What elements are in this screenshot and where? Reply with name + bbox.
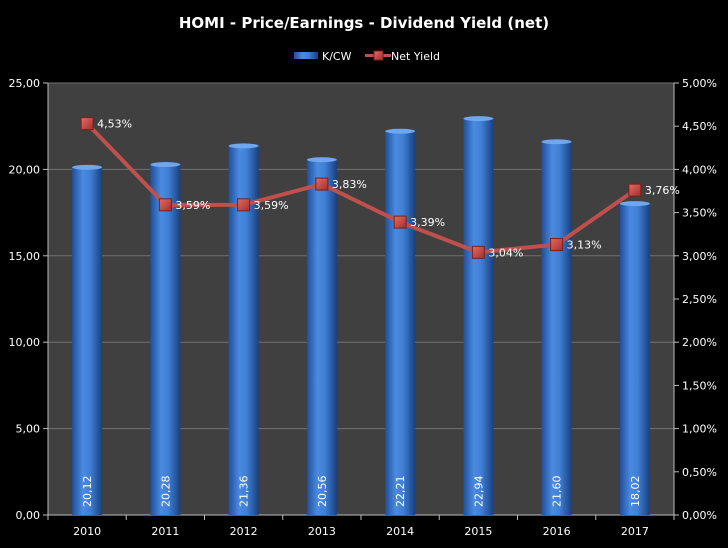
bar xyxy=(72,167,103,515)
right-tick-label: 1,00% xyxy=(682,423,717,436)
bar xyxy=(619,203,650,516)
line-marker xyxy=(315,177,329,191)
line-data-label: 4,53% xyxy=(97,118,132,131)
line-data-label: 3,04% xyxy=(488,246,523,259)
legend-swatch-marker xyxy=(373,50,384,61)
right-tick-label: 3,00% xyxy=(682,250,717,263)
line-marker xyxy=(393,215,407,229)
x-tick-label: 2014 xyxy=(386,525,414,538)
x-axis: 2010 2011 2012 2013 2014 2015 2016 2017 xyxy=(47,514,675,538)
line-data-label: 3,59% xyxy=(254,199,289,212)
legend-label-bar: K/CW xyxy=(322,50,352,63)
right-tick-label: 2,00% xyxy=(682,336,717,349)
right-tick-label: 4,00% xyxy=(682,163,717,176)
bar-top xyxy=(619,201,650,207)
left-tick-label: 5,00 xyxy=(16,423,41,436)
right-tick-label: 0,00% xyxy=(682,509,717,522)
line-data-label: 3,83% xyxy=(332,178,367,191)
bar-data-label: 18,02 xyxy=(629,476,642,508)
left-tick-label: 15,00 xyxy=(9,250,41,263)
line-marker xyxy=(237,198,251,212)
plot-area xyxy=(48,83,674,515)
line-path xyxy=(85,122,637,255)
line-marker xyxy=(80,117,94,131)
right-tick-label: 3,50% xyxy=(682,207,717,220)
bar-top xyxy=(228,143,259,149)
bar-data-label: 21,60 xyxy=(551,476,564,508)
bar-top xyxy=(541,139,572,145)
bar-data-label: 22,94 xyxy=(472,476,485,508)
left-axis: 0,00 5,00 10,00 15,00 20,00 25,00 xyxy=(9,77,49,522)
x-tick-label: 2016 xyxy=(543,525,571,538)
line-series: 4,53% 3,59% 3,59% 3,83% 3,39% 3,04% 3,13% 3,76% xyxy=(80,117,680,259)
right-tick-label: 1,50% xyxy=(682,379,717,392)
bar-data-label: 20,12 xyxy=(81,476,94,508)
bar-data-label: 20,28 xyxy=(159,476,172,508)
bar xyxy=(150,164,181,516)
bar xyxy=(306,159,337,515)
right-tick-label: 2,50% xyxy=(682,293,717,306)
legend-label-line: Net Yield xyxy=(391,50,440,63)
bar-top xyxy=(306,157,337,163)
right-axis: 0,00% 0,50% 1,00% 1,50% 2,00% 2,50% 3,00% 3,50%… xyxy=(673,77,717,522)
line-data-label: 3,76% xyxy=(645,184,680,197)
bar-data-label: 22,21 xyxy=(394,476,407,508)
bar-top xyxy=(385,128,416,134)
chart-title: HOMI - Price/Earnings - Dividend Yield (… xyxy=(179,14,549,32)
x-tick-label: 2013 xyxy=(308,525,336,538)
left-tick-label: 10,00 xyxy=(9,336,41,349)
legend: K/CW Net Yield xyxy=(294,50,440,63)
line-marker xyxy=(628,183,642,197)
bar xyxy=(385,131,416,516)
bar xyxy=(541,141,572,515)
right-tick-label: 4,50% xyxy=(682,120,717,133)
left-tick-label: 20,00 xyxy=(9,163,41,176)
line-marker xyxy=(471,245,485,259)
bar-data-label: 20,56 xyxy=(316,476,329,508)
left-tick-label: 0,00 xyxy=(16,509,41,522)
x-tick-label: 2017 xyxy=(621,525,649,538)
legend-swatch-bar xyxy=(294,52,318,59)
right-tick-label: 0,50% xyxy=(682,466,717,479)
bar-top xyxy=(150,162,181,168)
x-tick-label: 2010 xyxy=(73,525,101,538)
line-marker xyxy=(158,198,172,212)
x-tick-label: 2015 xyxy=(464,525,492,538)
x-tick-label: 2011 xyxy=(151,525,179,538)
line-data-label: 3,39% xyxy=(410,216,445,229)
left-tick-label: 25,00 xyxy=(9,77,41,90)
bar-data-label: 21,36 xyxy=(238,476,251,508)
bar-series: 20,12 20,28 21,36 20,56 22,21 22,94 21,60 18,02 xyxy=(72,116,650,516)
bar-top xyxy=(463,116,494,122)
plot-background xyxy=(48,83,674,515)
x-tick-label: 2012 xyxy=(230,525,258,538)
line-data-label: 3,13% xyxy=(567,239,602,252)
right-tick-label: 5,00% xyxy=(682,77,717,90)
bar xyxy=(463,118,494,515)
bar-top xyxy=(72,164,103,170)
line-marker xyxy=(550,238,564,252)
line-data-label: 3,59% xyxy=(175,199,210,212)
